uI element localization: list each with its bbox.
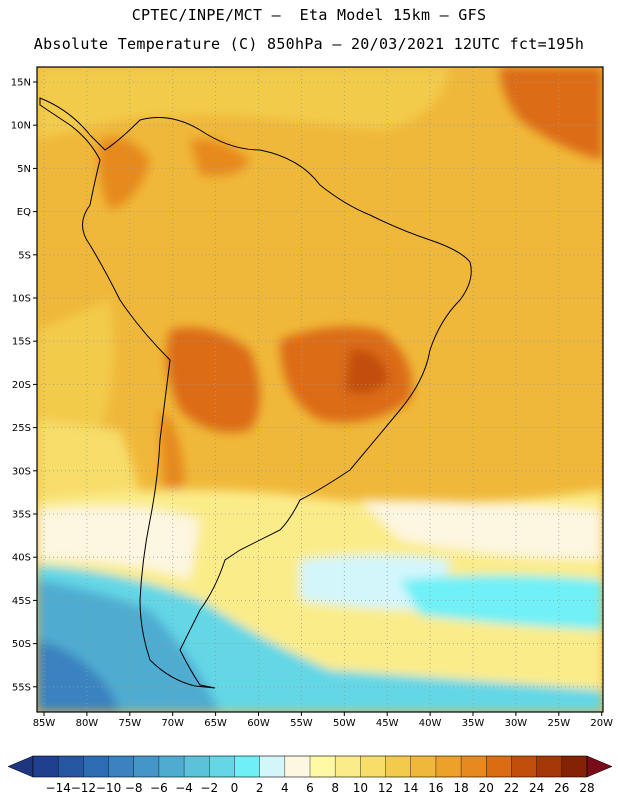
lon-label: 80W <box>76 718 99 729</box>
lat-label: 35S <box>12 510 31 521</box>
lat-label: 20S <box>12 380 31 391</box>
colorbar-label: −10 <box>96 781 121 795</box>
lat-label: EQ <box>17 207 31 218</box>
colorbar-label: 22 <box>504 781 519 795</box>
colorbar-swatch <box>435 756 462 777</box>
lon-label: 45W <box>376 718 399 729</box>
lon-label: 40W <box>419 718 442 729</box>
colorbar-swatch <box>133 756 160 777</box>
colorbar-label: 4 <box>281 781 289 795</box>
lat-label: 15S <box>12 337 31 348</box>
lon-label: 85W <box>33 718 56 729</box>
colorbar-swatch <box>385 756 412 777</box>
colorbar-label: 2 <box>256 781 264 795</box>
lon-label: 75W <box>118 718 141 729</box>
lat-label: 10S <box>12 294 31 305</box>
colorbar-label: 0 <box>231 781 239 795</box>
colorbar-label: −12 <box>71 781 96 795</box>
chart-title-line1: CPTEC/INPE/MCT – Eta Model 15km – GFS <box>131 6 487 24</box>
colorbar-left-arrow <box>7 755 34 778</box>
colorbar-label: 16 <box>428 781 443 795</box>
lon-label: 35W <box>462 718 485 729</box>
colorbar-swatch <box>259 756 286 777</box>
colorbar-swatch <box>108 756 135 777</box>
lat-label: 25S <box>12 423 31 434</box>
colorbar-label: 20 <box>479 781 494 795</box>
temperature-field <box>37 67 603 712</box>
colorbar-label: 12 <box>378 781 393 795</box>
colorbar-label: −2 <box>200 781 218 795</box>
lat-label: 55S <box>12 682 31 693</box>
lon-label: 70W <box>161 718 184 729</box>
colorbar-label: 28 <box>579 781 594 795</box>
colorbar-label: 10 <box>353 781 368 795</box>
lat-label: 15N <box>11 78 31 89</box>
colorbar-label: −8 <box>125 781 143 795</box>
colorbar-swatch <box>58 756 84 777</box>
colorbar-swatch <box>335 756 361 777</box>
lon-label: 25W <box>547 718 570 729</box>
colorbar-swatch <box>209 756 235 777</box>
lat-label: 40S <box>12 553 31 564</box>
colorbar-swatch <box>310 756 336 777</box>
colorbar-label: −14 <box>46 781 71 795</box>
colorbar-label: −6 <box>150 781 168 795</box>
lon-label: 20W <box>590 718 613 729</box>
colorbar-swatch <box>83 756 109 777</box>
lat-label: 45S <box>12 596 31 607</box>
lat-label: 30S <box>12 466 31 477</box>
colorbar-swatch <box>461 756 487 777</box>
colorbar-swatch <box>184 756 210 777</box>
chart-title-line2: Absolute Temperature (C) 850hPa – 20/03/… <box>33 35 585 53</box>
colorbar-swatch <box>561 756 588 777</box>
map-frame <box>36 66 604 713</box>
colorbar-swatch <box>33 756 59 777</box>
lon-label: 65W <box>204 718 227 729</box>
colorbar: −14 −12 −10 −8 −6 −4 −2 0 2 4 6 8 10 12 14 16 18 20 22 24 26… <box>7 755 613 795</box>
colorbar-swatch <box>536 756 563 777</box>
lat-label: 50S <box>12 639 31 650</box>
colorbar-swatch <box>158 756 185 777</box>
colorbar-label: 24 <box>529 781 544 795</box>
lon-label: 30W <box>505 718 528 729</box>
colorbar-swatch <box>284 756 311 777</box>
colorbar-swatch <box>234 756 260 777</box>
lon-label: 55W <box>290 718 313 729</box>
colorbar-label: 8 <box>331 781 339 795</box>
latitude-axis-labels: 15N 10N 5N EQ 5S 10S 15S 20S 25S 30S 35S 40S 45S 50S 5… <box>11 78 37 693</box>
colorbar-label: 26 <box>554 781 569 795</box>
lon-label: 50W <box>333 718 356 729</box>
colorbar-swatch <box>486 756 512 777</box>
colorbar-label: −4 <box>175 781 193 795</box>
lat-label: 5S <box>18 250 31 261</box>
colorbar-swatch <box>410 756 437 777</box>
colorbar-label: 18 <box>453 781 468 795</box>
longitude-axis-labels: 85W 80W 75W 70W 65W 60W 55W 50W 45W 40W 35W 30W 25W 2… <box>33 712 613 729</box>
lon-label: 60W <box>247 718 270 729</box>
colorbar-label: 6 <box>306 781 314 795</box>
lat-label: 10N <box>11 121 31 132</box>
lat-label: 5N <box>17 164 31 175</box>
coastlines <box>39 97 472 689</box>
colorbar-swatch <box>360 756 386 777</box>
colorbar-right-arrow <box>586 755 613 778</box>
colorbar-label: 14 <box>403 781 418 795</box>
colorbar-swatch <box>511 756 537 777</box>
